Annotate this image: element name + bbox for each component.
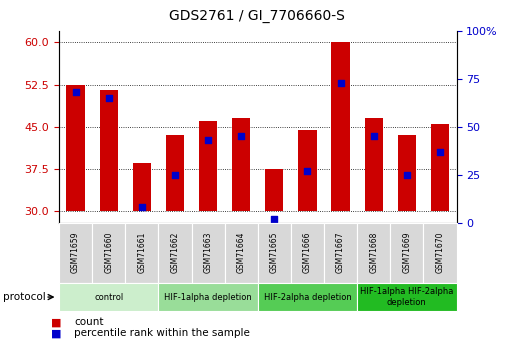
Point (303, 168, 311, 174)
Bar (199, 121, 217, 211)
Text: percentile rank within the sample: percentile rank within the sample (74, 328, 250, 338)
Text: protocol: protocol (3, 292, 45, 302)
Point (137, 205, 146, 210)
Bar (265, 169, 284, 211)
Point (403, 172, 411, 177)
Point (370, 134, 378, 139)
Point (204, 137, 212, 143)
Text: ■: ■ (51, 328, 62, 338)
Point (71, 90, 80, 95)
Bar (67, 85, 85, 211)
Text: HIF-1alpha HIF-2alpha
depletion: HIF-1alpha HIF-2alpha depletion (360, 287, 453, 307)
Text: HIF-2alpha depletion: HIF-2alpha depletion (264, 293, 351, 302)
Point (237, 134, 245, 139)
Text: GSM71669: GSM71669 (402, 232, 411, 274)
Text: control: control (94, 293, 123, 302)
Bar (331, 42, 350, 211)
Bar (431, 124, 449, 211)
Point (337, 80, 345, 86)
Point (270, 216, 279, 221)
Bar (100, 90, 118, 211)
Text: count: count (74, 317, 104, 327)
Bar (166, 135, 184, 211)
Text: GSM71659: GSM71659 (71, 232, 80, 274)
Text: GDS2761 / GI_7706660-S: GDS2761 / GI_7706660-S (169, 9, 344, 23)
Point (171, 172, 179, 177)
Text: GSM71666: GSM71666 (303, 232, 312, 274)
Text: GSM71668: GSM71668 (369, 232, 378, 273)
Bar (133, 164, 151, 211)
Text: GSM71667: GSM71667 (336, 232, 345, 274)
Bar (365, 118, 383, 211)
Bar (299, 130, 317, 211)
Text: GSM71670: GSM71670 (436, 232, 444, 274)
Point (436, 149, 444, 155)
Text: GSM71664: GSM71664 (236, 232, 246, 274)
Text: GSM71663: GSM71663 (204, 232, 212, 274)
Bar (398, 135, 416, 211)
Bar (232, 118, 250, 211)
Text: GSM71660: GSM71660 (104, 232, 113, 274)
Point (105, 95, 113, 101)
Text: GSM71662: GSM71662 (170, 232, 180, 273)
Text: HIF-1alpha depletion: HIF-1alpha depletion (164, 293, 252, 302)
Text: GSM71665: GSM71665 (270, 232, 279, 274)
Text: ■: ■ (51, 317, 62, 327)
Text: GSM71661: GSM71661 (137, 232, 146, 273)
